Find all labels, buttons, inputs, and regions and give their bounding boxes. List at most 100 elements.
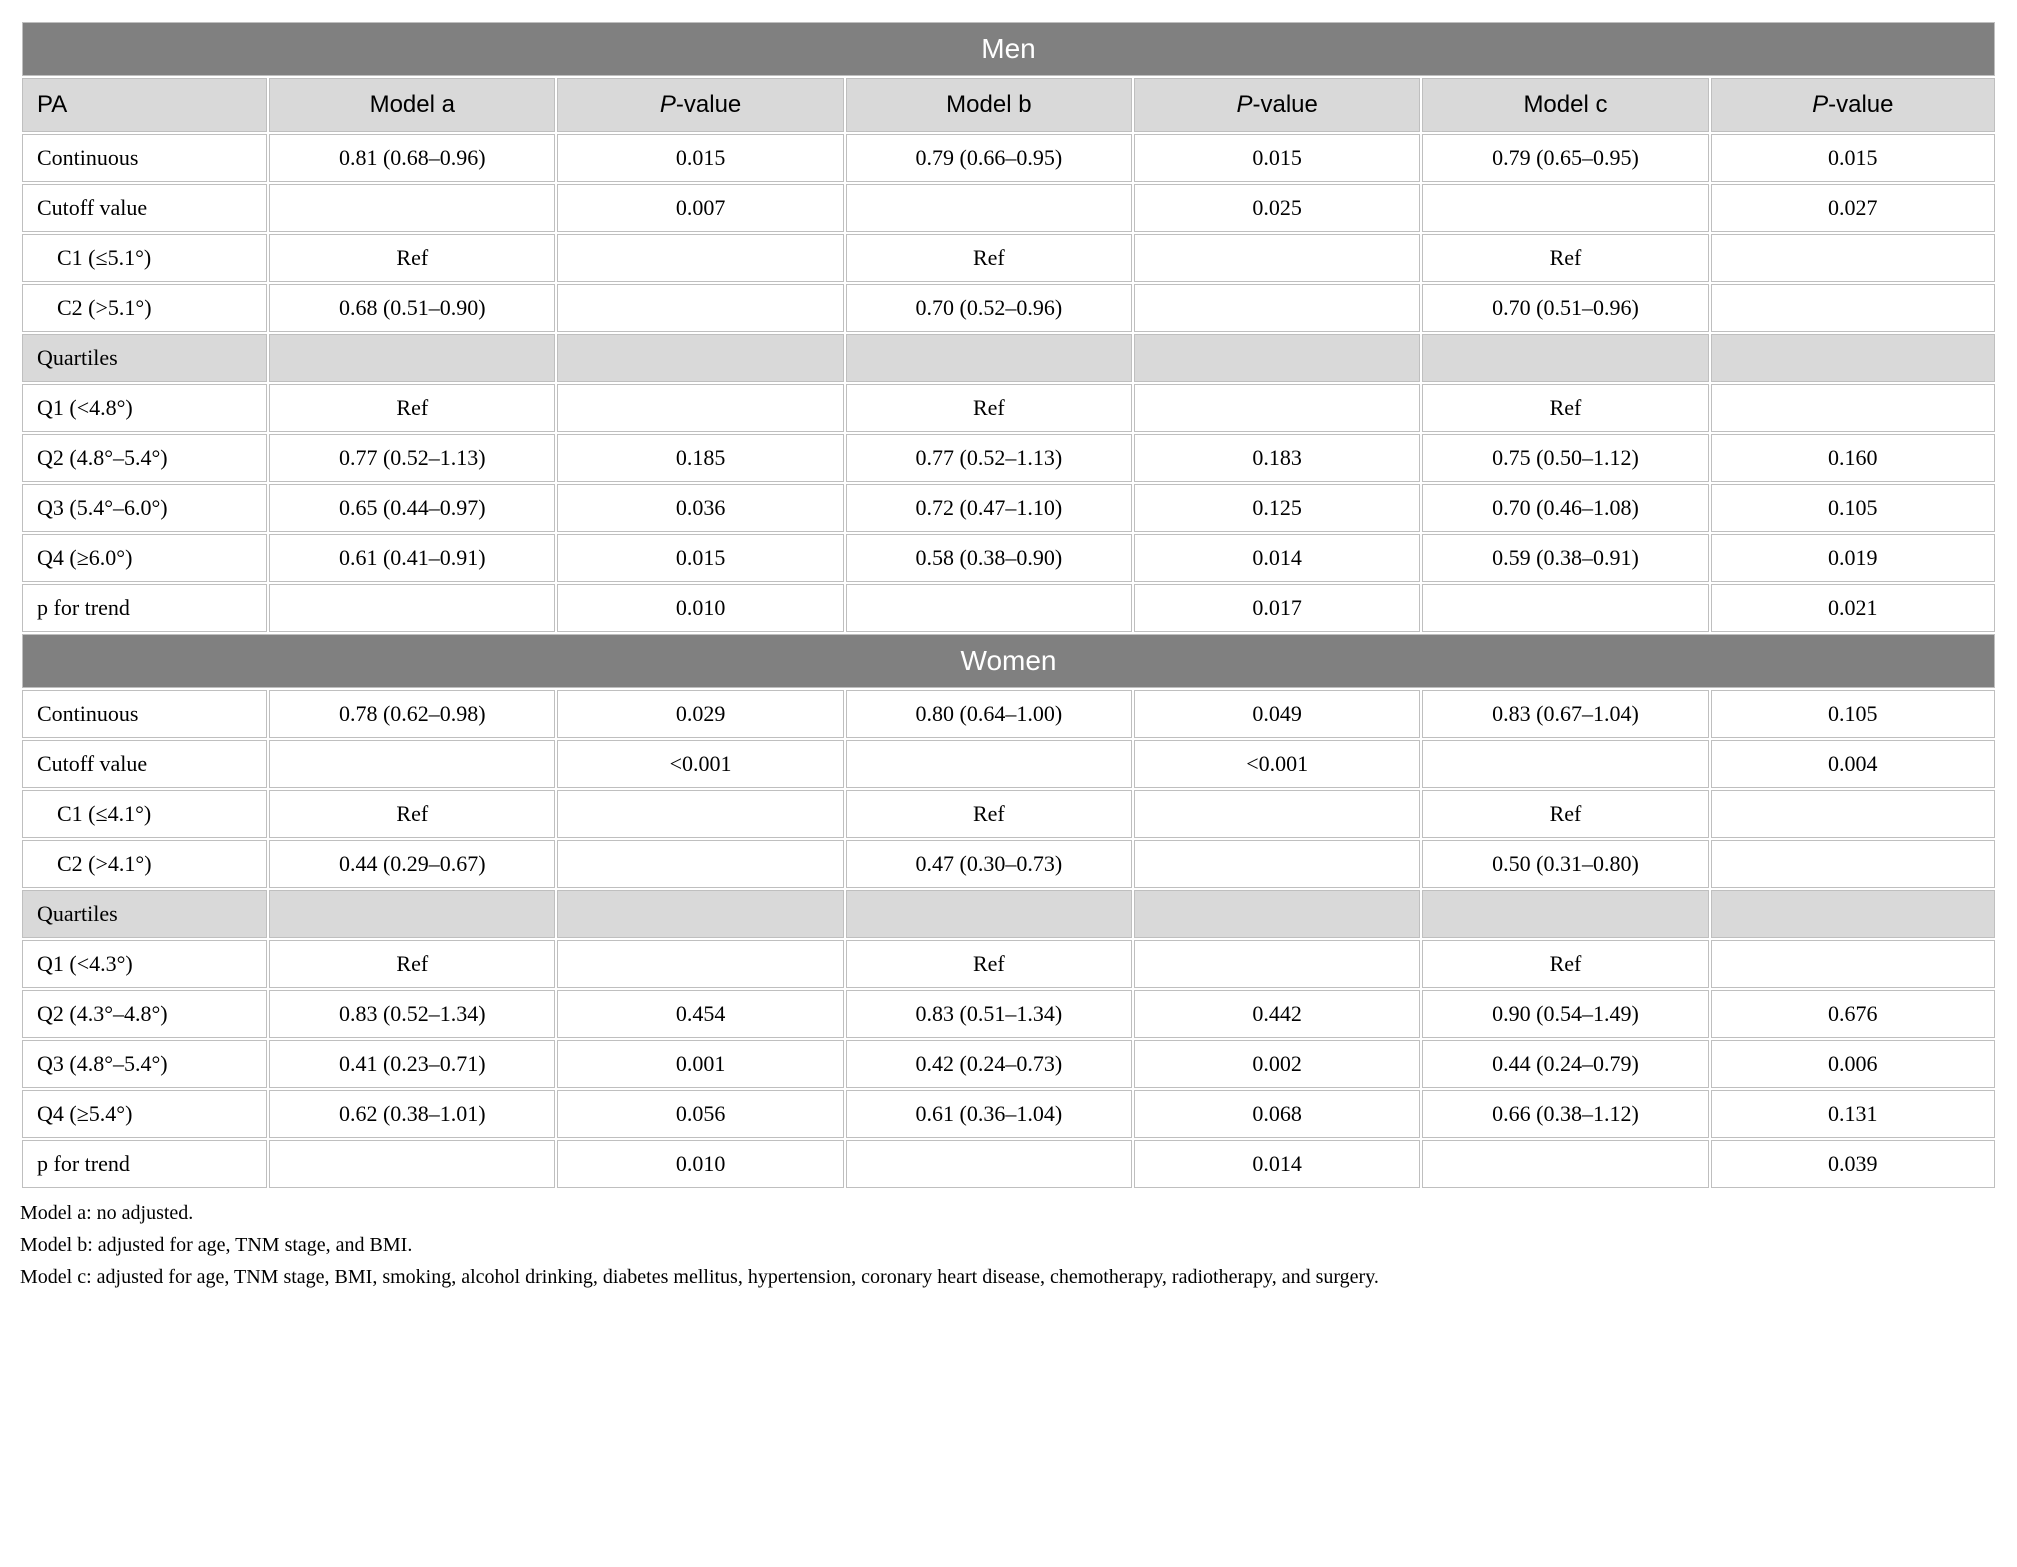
cell: Ref bbox=[846, 384, 1132, 432]
cell: 0.025 bbox=[1134, 184, 1420, 232]
cell: 0.015 bbox=[1134, 134, 1420, 182]
cell: 0.021 bbox=[1711, 584, 1995, 632]
cell: 0.44 (0.24–0.79) bbox=[1422, 1040, 1708, 1088]
pvalue-italic: P bbox=[1236, 91, 1252, 118]
cell: Ref bbox=[1422, 234, 1708, 282]
row-label: Cutoff value bbox=[22, 184, 267, 232]
regression-table: Men PA Model a P-value Model b P-value M… bbox=[20, 20, 1997, 1190]
cell bbox=[1711, 790, 1995, 838]
cell bbox=[269, 584, 555, 632]
cell: 0.056 bbox=[557, 1090, 843, 1138]
cell bbox=[557, 334, 843, 382]
table-row: Q2 (4.3°–4.8°) 0.83 (0.52–1.34) 0.454 0.… bbox=[22, 990, 1995, 1038]
cell: 0.81 (0.68–0.96) bbox=[269, 134, 555, 182]
column-header-row: PA Model a P-value Model b P-value Model… bbox=[22, 78, 1995, 132]
cell: 0.676 bbox=[1711, 990, 1995, 1038]
footnotes: Model a: no adjusted. Model b: adjusted … bbox=[20, 1198, 1997, 1292]
cell: 0.006 bbox=[1711, 1040, 1995, 1088]
cell bbox=[269, 1140, 555, 1188]
col-pvalue-a: P-value bbox=[557, 78, 843, 132]
cell bbox=[269, 890, 555, 938]
table-row: Cutoff value 0.007 0.025 0.027 bbox=[22, 184, 1995, 232]
cell: 0.83 (0.52–1.34) bbox=[269, 990, 555, 1038]
cell: 0.017 bbox=[1134, 584, 1420, 632]
cell bbox=[846, 334, 1132, 382]
cell: 0.59 (0.38–0.91) bbox=[1422, 534, 1708, 582]
cell bbox=[269, 740, 555, 788]
cell bbox=[1134, 384, 1420, 432]
cell: 0.454 bbox=[557, 990, 843, 1038]
cell: 0.049 bbox=[1134, 690, 1420, 738]
cell bbox=[557, 284, 843, 332]
table-row: Q1 (<4.3°) Ref Ref Ref bbox=[22, 940, 1995, 988]
cell: 0.42 (0.24–0.73) bbox=[846, 1040, 1132, 1088]
row-label: Q2 (4.8°–5.4°) bbox=[22, 434, 267, 482]
row-label: Quartiles bbox=[22, 890, 267, 938]
row-label: Q1 (<4.3°) bbox=[22, 940, 267, 988]
cell: 0.001 bbox=[557, 1040, 843, 1088]
cell: 0.50 (0.31–0.80) bbox=[1422, 840, 1708, 888]
cell: 0.61 (0.41–0.91) bbox=[269, 534, 555, 582]
table-row: Q1 (<4.8°) Ref Ref Ref bbox=[22, 384, 1995, 432]
cell bbox=[1134, 840, 1420, 888]
pvalue-italic: P bbox=[1812, 91, 1828, 118]
pvalue-suffix: -value bbox=[676, 91, 741, 118]
table-row: Q3 (5.4°–6.0°) 0.65 (0.44–0.97) 0.036 0.… bbox=[22, 484, 1995, 532]
cell: 0.183 bbox=[1134, 434, 1420, 482]
cell: 0.027 bbox=[1711, 184, 1995, 232]
cell: 0.77 (0.52–1.13) bbox=[269, 434, 555, 482]
subheader-quartiles: Quartiles bbox=[22, 334, 1995, 382]
cell: 0.80 (0.64–1.00) bbox=[846, 690, 1132, 738]
row-label: p for trend bbox=[22, 1140, 267, 1188]
cell: 0.79 (0.66–0.95) bbox=[846, 134, 1132, 182]
cell bbox=[1711, 284, 1995, 332]
row-label: C2 (>4.1°) bbox=[22, 840, 267, 888]
section-title: Women bbox=[22, 634, 1995, 688]
cell: 0.004 bbox=[1711, 740, 1995, 788]
cell bbox=[846, 890, 1132, 938]
cell bbox=[557, 840, 843, 888]
cell bbox=[846, 740, 1132, 788]
cell: 0.105 bbox=[1711, 484, 1995, 532]
cell: 0.015 bbox=[557, 534, 843, 582]
cell: 0.75 (0.50–1.12) bbox=[1422, 434, 1708, 482]
cell: 0.72 (0.47–1.10) bbox=[846, 484, 1132, 532]
cell: 0.015 bbox=[557, 134, 843, 182]
cell bbox=[1134, 890, 1420, 938]
row-label: Q3 (5.4°–6.0°) bbox=[22, 484, 267, 532]
col-model-a: Model a bbox=[269, 78, 555, 132]
section-banner-men: Men bbox=[22, 22, 1995, 76]
cell bbox=[1134, 334, 1420, 382]
row-label: C1 (≤4.1°) bbox=[22, 790, 267, 838]
row-label: p for trend bbox=[22, 584, 267, 632]
cell: 0.442 bbox=[1134, 990, 1420, 1038]
table-row: Continuous 0.81 (0.68–0.96) 0.015 0.79 (… bbox=[22, 134, 1995, 182]
cell bbox=[1422, 584, 1708, 632]
footnote-c: Model c: adjusted for age, TNM stage, BM… bbox=[20, 1262, 1997, 1292]
cell: 0.014 bbox=[1134, 1140, 1420, 1188]
pvalue-italic: P bbox=[660, 91, 676, 118]
section-title: Men bbox=[22, 22, 1995, 76]
cell: 0.70 (0.46–1.08) bbox=[1422, 484, 1708, 532]
section-banner-women: Women bbox=[22, 634, 1995, 688]
cell: 0.125 bbox=[1134, 484, 1420, 532]
cell: 0.70 (0.51–0.96) bbox=[1422, 284, 1708, 332]
cell bbox=[1711, 334, 1995, 382]
cell: 0.41 (0.23–0.71) bbox=[269, 1040, 555, 1088]
cell: Ref bbox=[269, 384, 555, 432]
row-label: Continuous bbox=[22, 134, 267, 182]
cell: 0.70 (0.52–0.96) bbox=[846, 284, 1132, 332]
cell bbox=[1134, 284, 1420, 332]
row-label: C1 (≤5.1°) bbox=[22, 234, 267, 282]
row-label: Q2 (4.3°–4.8°) bbox=[22, 990, 267, 1038]
cell: 0.019 bbox=[1711, 534, 1995, 582]
cell: 0.90 (0.54–1.49) bbox=[1422, 990, 1708, 1038]
cell: Ref bbox=[269, 940, 555, 988]
cell: <0.001 bbox=[557, 740, 843, 788]
table-row: C2 (>4.1°) 0.44 (0.29–0.67) 0.47 (0.30–0… bbox=[22, 840, 1995, 888]
cell: 0.77 (0.52–1.13) bbox=[846, 434, 1132, 482]
cell bbox=[1711, 890, 1995, 938]
cell: 0.010 bbox=[557, 1140, 843, 1188]
table-row: p for trend 0.010 0.017 0.021 bbox=[22, 584, 1995, 632]
cell: 0.105 bbox=[1711, 690, 1995, 738]
